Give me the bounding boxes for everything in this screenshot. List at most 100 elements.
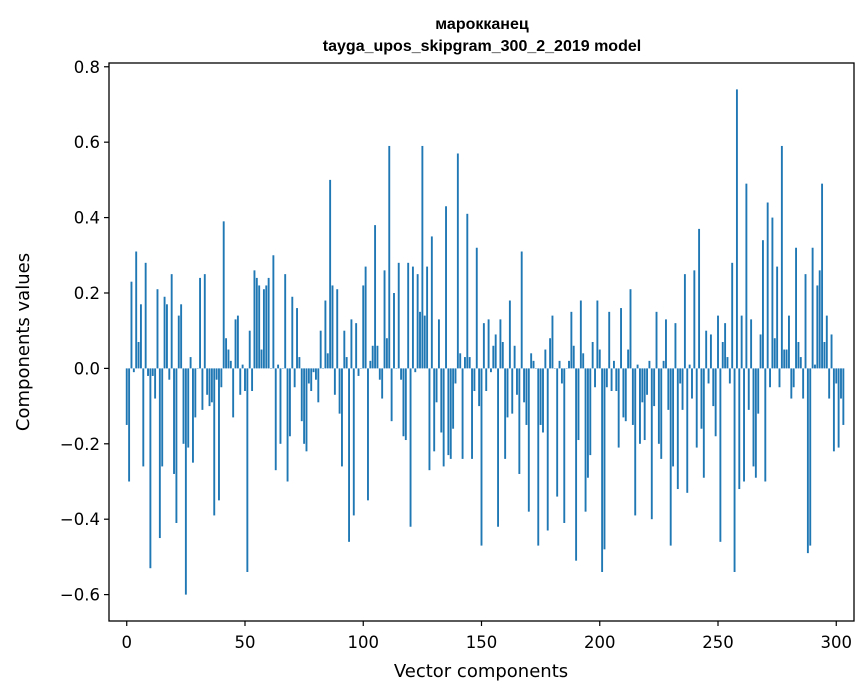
- bar: [480, 368, 483, 546]
- bar: [513, 345, 516, 369]
- bar: [189, 357, 192, 369]
- bar: [466, 213, 469, 369]
- bar: [161, 368, 164, 467]
- bar: [369, 360, 372, 369]
- bar: [665, 319, 667, 369]
- bar: [523, 368, 526, 403]
- bar: [317, 368, 320, 403]
- bar: [797, 342, 800, 369]
- bar: [504, 368, 507, 459]
- bar: [674, 323, 677, 369]
- bar: [192, 368, 194, 463]
- bar: [776, 266, 779, 369]
- bar: [201, 368, 204, 410]
- bar: [610, 368, 613, 392]
- bar: [305, 368, 308, 452]
- bar: [416, 274, 419, 369]
- bar: [433, 368, 436, 452]
- bar: [187, 368, 190, 448]
- bar: [284, 274, 287, 369]
- bar: [802, 368, 805, 399]
- bar: [721, 342, 724, 369]
- bar: [511, 368, 514, 414]
- bar: [681, 368, 684, 410]
- bar: [743, 368, 745, 482]
- bar: [376, 345, 379, 369]
- bar: [144, 262, 147, 369]
- bar: [324, 300, 327, 369]
- bar: [338, 368, 341, 414]
- bar: [447, 368, 450, 456]
- bar: [182, 368, 185, 444]
- bar: [151, 368, 154, 376]
- bar: [258, 285, 261, 369]
- bar: [546, 368, 549, 531]
- bar: [792, 368, 795, 388]
- bar: [414, 368, 417, 373]
- bar: [135, 251, 138, 369]
- bar: [818, 270, 821, 369]
- bar: [825, 315, 828, 369]
- bar: [333, 368, 336, 395]
- bar: [464, 357, 466, 369]
- bar: [577, 368, 580, 441]
- chart-title: марокканец: [435, 16, 529, 33]
- bar: [752, 368, 755, 467]
- bar: [662, 360, 665, 369]
- bar: [740, 315, 743, 369]
- bar: [605, 368, 608, 388]
- bar: [147, 368, 149, 376]
- bar: [459, 353, 462, 369]
- bar: [646, 368, 648, 395]
- bar: [430, 236, 433, 369]
- bar: [821, 183, 824, 369]
- x-tick-label: 300: [821, 633, 853, 652]
- bar: [423, 315, 426, 369]
- bar: [440, 368, 443, 433]
- bar: [352, 368, 355, 516]
- bar: [362, 285, 365, 369]
- bar: [842, 368, 845, 425]
- bar: [568, 360, 570, 369]
- bar: [575, 368, 578, 561]
- bar: [267, 277, 270, 369]
- bar: [788, 315, 790, 369]
- bar: [378, 368, 381, 380]
- bar: [125, 368, 128, 425]
- bar: [520, 251, 523, 369]
- bar: [518, 368, 521, 474]
- chart-subtitle: tayga_upos_skipgram_300_2_2019 model: [323, 38, 641, 55]
- bar: [239, 368, 242, 395]
- bar: [608, 311, 611, 369]
- bar: [130, 281, 133, 369]
- bar: [407, 262, 410, 369]
- bar: [449, 368, 452, 459]
- bar: [471, 368, 473, 459]
- bar: [636, 364, 639, 369]
- bar: [404, 368, 407, 441]
- x-tick-label: 200: [584, 633, 616, 652]
- y-tick-label: 0.2: [74, 284, 100, 303]
- bar: [355, 323, 358, 369]
- bar: [260, 349, 263, 369]
- bar: [799, 357, 802, 369]
- bar: [735, 89, 738, 369]
- bar: [307, 368, 310, 384]
- bar: [811, 247, 814, 369]
- bar: [293, 368, 296, 388]
- bar: [747, 368, 750, 410]
- bar: [634, 368, 637, 516]
- bar: [402, 368, 405, 437]
- bar: [454, 368, 457, 384]
- bar: [203, 274, 206, 369]
- bar: [497, 368, 499, 527]
- y-tick-label: 0.0: [74, 359, 100, 378]
- bar: [754, 368, 757, 478]
- bar: [556, 368, 559, 497]
- bar: [303, 368, 306, 444]
- bar: [166, 304, 168, 369]
- bar: [419, 311, 421, 369]
- bar: [601, 368, 604, 572]
- bar: [367, 368, 369, 501]
